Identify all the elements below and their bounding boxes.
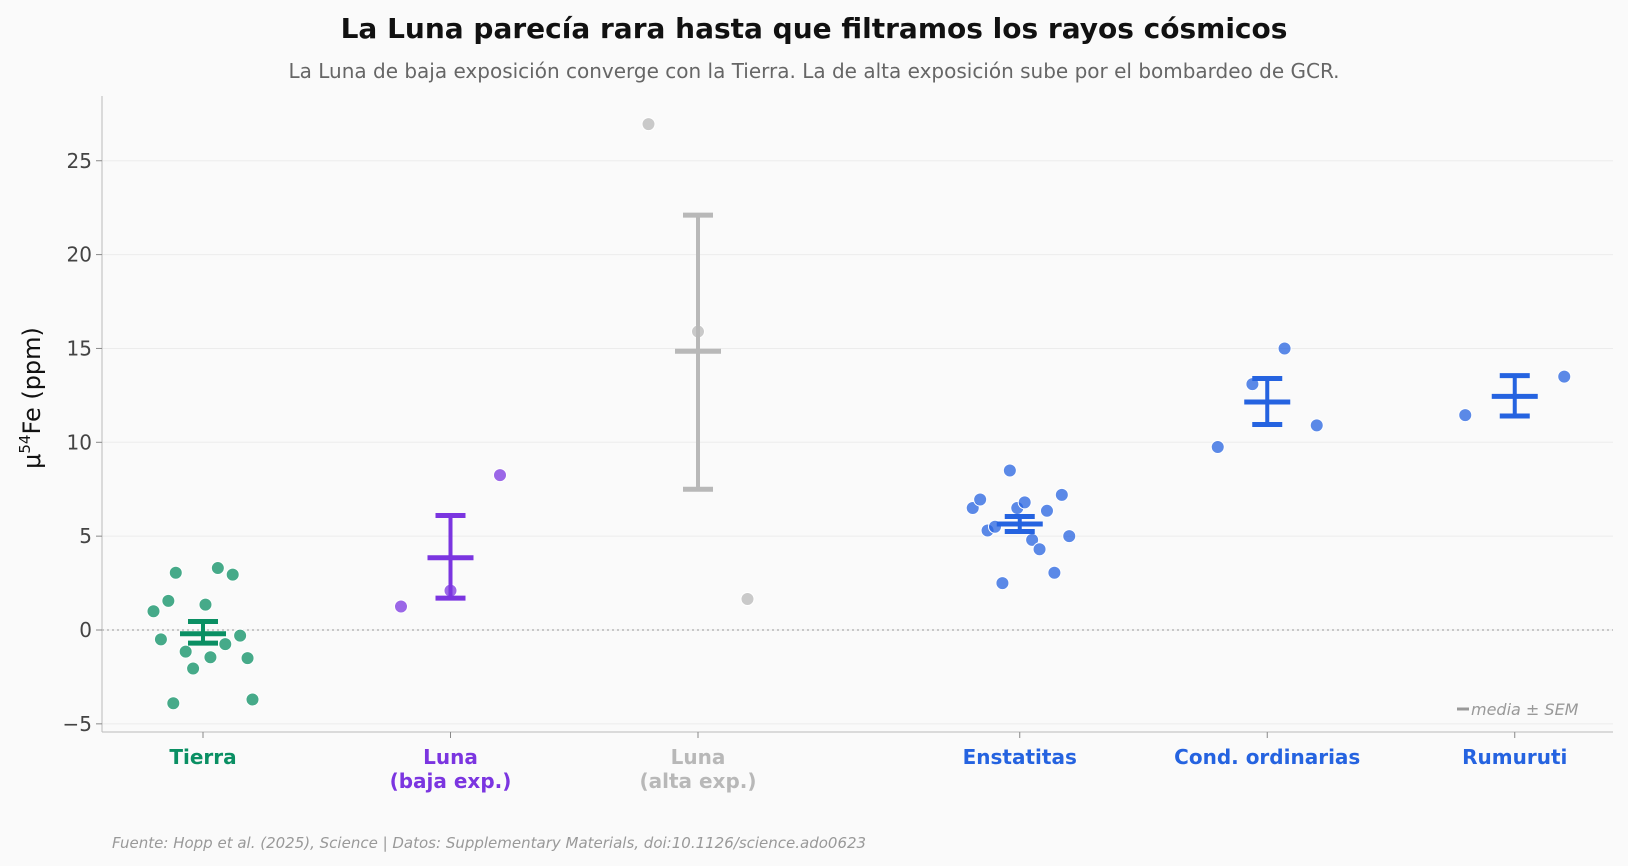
data-point [641, 117, 656, 132]
data-point [1458, 408, 1473, 423]
category-label: Cond. ordinarias [1174, 745, 1360, 769]
category-label-line: Luna [423, 745, 478, 769]
gridlines [102, 160, 1613, 725]
chart-title: La Luna parecía rara hasta que filtramos… [341, 12, 1288, 45]
data-point [1277, 341, 1292, 356]
category-label-line: (alta exp.) [639, 769, 756, 793]
data-point [1017, 495, 1032, 510]
category-label: Luna (baja exp.) [390, 745, 512, 793]
data-point [146, 604, 161, 619]
y-ticks: −5 0 5 10 15 20 25 [63, 149, 102, 736]
error-bars [180, 212, 1538, 646]
data-point [153, 632, 168, 647]
data-point [1047, 565, 1062, 580]
data-point [1032, 542, 1047, 557]
chart-subtitle: La Luna de baja exposición converge con … [288, 59, 1339, 83]
data-point [225, 567, 240, 582]
data-point [198, 597, 213, 612]
category-label: Tierra [169, 745, 236, 769]
y-tick-label: 10 [67, 430, 92, 454]
data-point [218, 637, 233, 652]
data-point [166, 696, 181, 711]
data-points [146, 117, 1572, 711]
y-tick-label: 25 [67, 149, 92, 173]
category-labels: Tierra Luna (baja exp.)Luna (alta exp.)Enst… [169, 745, 1567, 793]
data-point [493, 468, 507, 483]
category-label: Luna (alta exp.) [639, 745, 756, 793]
data-point [245, 692, 260, 707]
data-point [1002, 463, 1017, 478]
data-point [740, 592, 755, 607]
category-label: Enstatitas [963, 745, 1077, 769]
category-label-line: Luna [671, 745, 726, 769]
data-point [161, 593, 176, 608]
category-label-line: Cond. ordinarias [1174, 745, 1360, 769]
axes [101, 96, 1613, 738]
data-point [1039, 503, 1054, 518]
category-label-line: (baja exp.) [390, 769, 512, 793]
y-axis-label: μ54Fe (ppm) [16, 327, 46, 469]
source-note: Fuente: Hopp et al. (2025), Science | Da… [112, 834, 866, 852]
category-label: Rumuruti [1462, 745, 1567, 769]
data-point [394, 599, 408, 614]
legend-label: media ± SEM [1471, 700, 1579, 719]
data-point [178, 644, 193, 659]
y-tick-label: 15 [67, 336, 92, 360]
y-tick-label: 0 [79, 618, 92, 642]
data-point [168, 565, 183, 580]
legend: media ± SEM [1457, 700, 1579, 719]
data-point [210, 561, 225, 576]
category-label-line: Tierra [169, 745, 236, 769]
data-point [233, 628, 248, 643]
data-point [1054, 487, 1069, 502]
data-point [1557, 369, 1572, 384]
y-tick-label: 20 [67, 243, 92, 267]
data-point [240, 651, 255, 666]
data-point [1309, 418, 1324, 433]
data-point [203, 650, 218, 665]
data-point [186, 661, 201, 676]
data-point [973, 492, 988, 507]
y-tick-label: −5 [63, 712, 92, 736]
category-label-line: Enstatitas [963, 745, 1077, 769]
y-tick-label: 5 [79, 524, 92, 548]
data-point [1210, 439, 1225, 454]
data-point [1062, 529, 1077, 544]
data-point [995, 576, 1010, 591]
category-label-line: Rumuruti [1462, 745, 1567, 769]
